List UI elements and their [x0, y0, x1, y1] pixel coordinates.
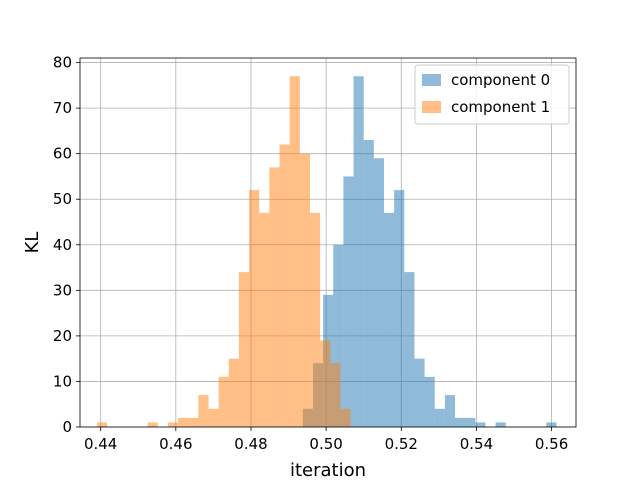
- y-tick-label-7: 70: [53, 99, 72, 117]
- x-tick-label-5: 0.54: [460, 435, 493, 453]
- legend-label-0: component 0: [451, 71, 550, 89]
- y-tick-label-8: 80: [53, 54, 72, 72]
- x-tick-label-3: 0.50: [309, 435, 342, 453]
- bar-series-1-bin-17: [269, 167, 280, 428]
- y-tick-label-3: 30: [53, 281, 72, 299]
- bar-series-1-bin-7: [167, 422, 179, 427]
- bar-series-1-bin-15: [249, 190, 260, 427]
- bar-series-1-bin-24: [340, 408, 351, 427]
- legend-swatch-0: [422, 74, 441, 86]
- bar-series-0-bin-6: [363, 140, 374, 427]
- bar-series-0-bin-13: [434, 408, 445, 427]
- y-tick-label-4: 40: [53, 236, 72, 254]
- bar-series-1-bin-12: [218, 376, 229, 427]
- bar-series-0-bin-10: [404, 272, 415, 427]
- bar-series-0-bin-19: [495, 422, 506, 427]
- bar-series-1-bin-16: [259, 212, 270, 427]
- bar-series-0-bin-7: [373, 158, 384, 427]
- legend-swatch-1: [422, 101, 441, 113]
- bar-series-0-bin-16: [465, 417, 476, 427]
- bar-series-0-bin-9: [394, 190, 405, 427]
- y-tick-label-2: 20: [53, 327, 72, 345]
- bar-series-1-bin-8: [178, 417, 189, 427]
- bar-series-1-bin-20: [299, 153, 310, 427]
- y-tick-label-5: 50: [53, 190, 72, 208]
- bar-series-1-bin-10: [198, 395, 209, 427]
- y-tick-label-0: 0: [62, 418, 72, 436]
- bar-series-1-bin-23: [330, 363, 341, 427]
- bar-series-0-bin-24: [546, 422, 557, 427]
- y-tick-label-6: 60: [53, 145, 72, 163]
- bar-series-0-bin-12: [424, 376, 435, 427]
- bar-series-1-bin-19: [289, 76, 300, 427]
- bar-series-0-bin-17: [475, 422, 486, 427]
- bar-series-0-bin-8: [383, 212, 395, 427]
- bars: [96, 76, 557, 428]
- y-axis-label: KL: [22, 232, 43, 254]
- bar-series-0-bin-3: [333, 244, 344, 427]
- bar-series-0-bin-4: [343, 176, 354, 427]
- x-tick-label-1: 0.46: [159, 435, 192, 453]
- bar-series-1-bin-13: [228, 358, 239, 427]
- x-axis-label: iteration: [290, 460, 366, 480]
- legend-box: [414, 64, 570, 125]
- bar-series-1-bin-0: [96, 422, 108, 427]
- bar-series-1-bin-5: [147, 422, 158, 427]
- x-tick-label-2: 0.48: [234, 435, 267, 453]
- legend-label-1: component 1: [451, 98, 550, 116]
- x-tick-label-4: 0.52: [385, 435, 418, 453]
- bar-series-0-bin-15: [455, 417, 466, 427]
- bar-series-1-bin-21: [309, 212, 321, 427]
- bar-series-0-bin-14: [444, 395, 456, 427]
- x-tick-label-0: 0.44: [84, 435, 117, 453]
- bar-series-0-bin-11: [414, 358, 425, 427]
- bar-series-1-bin-22: [320, 340, 331, 427]
- bar-series-1-bin-11: [208, 408, 219, 427]
- ticks: 0.44 0.46 0.48 0.50 0.52 0.54 0.56 0 10 20 30 40 50 6…: [53, 54, 568, 453]
- y-tick-label-1: 10: [53, 372, 72, 390]
- plot-frame: [79, 57, 577, 428]
- bar-series-1-bin-18: [279, 144, 290, 428]
- legend: component 0 component 1: [414, 64, 570, 125]
- bar-series-1-bin-14: [238, 272, 250, 427]
- bar-series-1-bin-9: [188, 417, 199, 427]
- bar-series-0-bin-5: [353, 76, 364, 427]
- x-tick-label-6: 0.56: [535, 435, 568, 453]
